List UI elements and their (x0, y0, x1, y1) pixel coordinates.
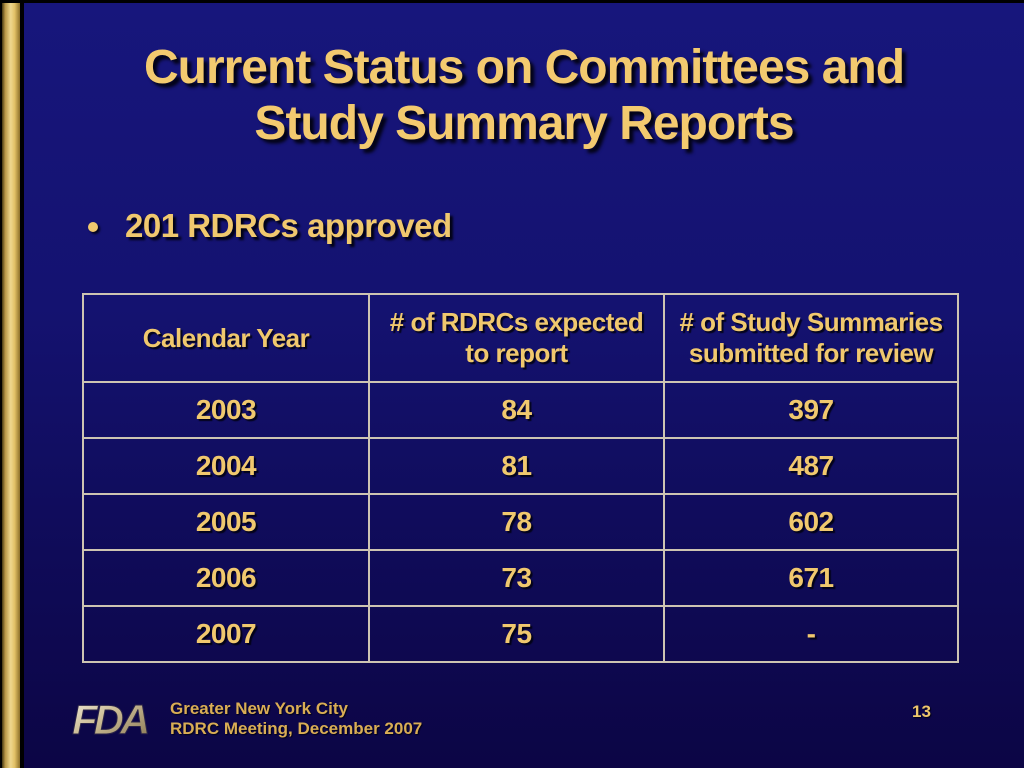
cell-summaries: - (663, 605, 959, 663)
cell-summaries: 602 (663, 493, 959, 551)
cell-rdrcs: 78 (368, 493, 665, 551)
table-row: 2005 78 602 (82, 493, 959, 551)
cell-year: 2006 (82, 549, 370, 607)
slide-top-border (0, 0, 1024, 3)
table-header-row: Calendar Year # of RDRCs expected to rep… (82, 293, 959, 383)
slide-title: Current Status on Committees and Study S… (143, 41, 905, 151)
page-number: 13 (912, 702, 931, 721)
table-row: 2006 73 671 (82, 549, 959, 607)
table-row: 2004 81 487 (82, 437, 959, 495)
header-study-summaries: # of Study Summaries submitted for revie… (663, 293, 959, 383)
bullet-icon (88, 222, 98, 232)
fda-logo-icon: FDA (72, 696, 153, 744)
table-row: 2007 75 - (82, 605, 959, 663)
cell-rdrcs: 73 (368, 549, 665, 607)
bullet-item: 201 RDRCs approved (88, 207, 452, 245)
cell-rdrcs: 75 (368, 605, 665, 663)
header-calendar-year: Calendar Year (82, 293, 370, 383)
fda-logo-text: FDA (72, 696, 148, 743)
cell-summaries: 397 (663, 381, 959, 439)
table-row: 2003 84 397 (82, 381, 959, 439)
left-accent-bar (0, 0, 24, 768)
cell-rdrcs: 84 (368, 381, 665, 439)
cell-summaries: 487 (663, 437, 959, 495)
cell-rdrcs: 81 (368, 437, 665, 495)
bullet-text: 201 RDRCs approved (125, 207, 452, 244)
data-table: Calendar Year # of RDRCs expected to rep… (82, 293, 959, 663)
cell-year: 2007 (82, 605, 370, 663)
cell-year: 2005 (82, 493, 370, 551)
cell-year: 2003 (82, 381, 370, 439)
cell-summaries: 671 (663, 549, 959, 607)
left-accent-bar-gold (2, 0, 20, 768)
cell-year: 2004 (82, 437, 370, 495)
header-rdrcs-expected: # of RDRCs expected to report (368, 293, 665, 383)
footer-credit: Greater New York City RDRC Meeting, Dece… (170, 699, 423, 738)
